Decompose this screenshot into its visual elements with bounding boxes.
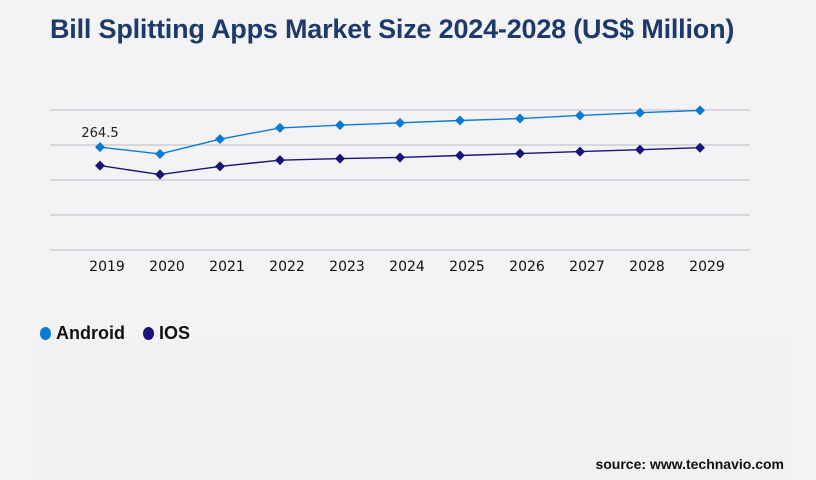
x-tick-label: 2022 xyxy=(269,259,305,275)
data-point[interactable] xyxy=(275,122,285,133)
data-point[interactable] xyxy=(155,148,165,159)
data-point[interactable] xyxy=(395,152,405,163)
series-ios xyxy=(95,142,705,180)
data-label: 264.5 xyxy=(81,126,118,141)
data-point[interactable] xyxy=(635,144,645,155)
series-lines xyxy=(95,105,705,180)
legend-label: IOS xyxy=(159,323,191,343)
data-point[interactable] xyxy=(155,169,165,180)
data-point[interactable] xyxy=(455,115,465,126)
data-point[interactable] xyxy=(515,148,525,159)
x-axis-labels: 2019 2020 2021 2022 2023 2024 2025 2026 2027 2028… xyxy=(89,259,725,275)
x-tick-label: 2026 xyxy=(509,259,545,275)
footer-panel xyxy=(32,342,790,480)
series-android xyxy=(95,105,705,159)
data-point[interactable] xyxy=(215,161,225,172)
data-point[interactable] xyxy=(95,160,105,171)
x-tick-label: 2028 xyxy=(629,259,665,275)
legend-item-ios[interactable]: IOS xyxy=(143,323,190,344)
series-line xyxy=(99,109,701,155)
source-credit: source: www.technavio.com xyxy=(595,456,784,472)
x-tick-label: 2019 xyxy=(89,259,125,275)
data-point[interactable] xyxy=(695,142,705,153)
x-tick-label: 2023 xyxy=(329,259,365,275)
data-point[interactable] xyxy=(335,120,345,131)
line-chart: 2019 2020 2021 2022 2023 2024 2025 2026 2027 2028… xyxy=(50,105,750,275)
legend-label: Android xyxy=(56,323,125,343)
data-point[interactable] xyxy=(575,110,585,121)
legend-marker-icon xyxy=(40,327,51,340)
data-point[interactable] xyxy=(395,117,405,128)
x-tick-label: 2027 xyxy=(569,259,605,275)
data-point[interactable] xyxy=(95,142,105,153)
legend: Android IOS xyxy=(40,323,190,344)
x-tick-label: 2024 xyxy=(389,259,425,275)
data-point[interactable] xyxy=(695,105,705,116)
data-point[interactable] xyxy=(455,150,465,161)
data-point[interactable] xyxy=(635,107,645,118)
data-labels: 264.5 xyxy=(81,126,118,141)
data-point[interactable] xyxy=(215,134,225,145)
gridlines xyxy=(50,109,750,251)
legend-item-android[interactable]: Android xyxy=(40,323,125,344)
x-tick-label: 2025 xyxy=(449,259,485,275)
x-tick-label: 2029 xyxy=(689,259,725,275)
x-tick-label: 2020 xyxy=(149,259,185,275)
legend-marker-icon xyxy=(143,327,154,340)
data-point[interactable] xyxy=(575,146,585,157)
data-point[interactable] xyxy=(515,113,525,124)
x-tick-label: 2021 xyxy=(209,259,245,275)
data-point[interactable] xyxy=(275,155,285,166)
data-point[interactable] xyxy=(335,153,345,164)
chart-title: Bill Splitting Apps Market Size 2024-202… xyxy=(50,14,735,44)
